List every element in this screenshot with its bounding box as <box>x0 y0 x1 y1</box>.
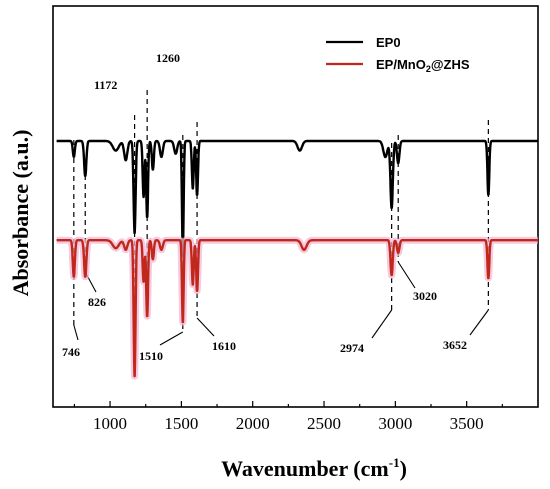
x-tick-label: 3000 <box>378 414 412 433</box>
legend-label-composite-main: EP/MnO <box>376 57 426 72</box>
anno-826: 826 <box>88 295 106 309</box>
anno-3020: 3020 <box>413 289 437 303</box>
x-axis: 1000 1500 2000 2500 3000 3500 <box>73 401 503 433</box>
pointer-2974 <box>371 309 393 339</box>
x-axis-title-sup: -1 <box>389 455 400 470</box>
x-tick-label: 1500 <box>164 414 198 433</box>
anno-1510: 1510 <box>139 349 163 363</box>
plot-frame <box>52 5 539 408</box>
legend: EP0 EP/MnO2@ZHS <box>326 35 470 74</box>
x-tick-label: 2000 <box>236 414 270 433</box>
anno-746: 746 <box>62 345 80 359</box>
pointer-1610 <box>196 317 215 337</box>
series-halo-ep-mno2-zhs <box>53 236 542 380</box>
x-tick-label: 2500 <box>307 414 341 433</box>
pointer-746 <box>73 324 79 341</box>
x-axis-title: Wavenumber (cm-1) <box>221 455 407 481</box>
legend-label-composite: EP/MnO2@ZHS <box>376 57 470 74</box>
pointer-3020 <box>397 261 416 289</box>
anno-2974: 2974 <box>340 341 364 355</box>
legend-label-ep0: EP0 <box>376 35 401 50</box>
anno-1260: 1260 <box>156 51 180 65</box>
anno-1610: 1610 <box>212 339 236 353</box>
pointer-3652 <box>469 309 489 336</box>
x-axis-title-close: ) <box>400 456 407 481</box>
anno-3652: 3652 <box>443 338 467 352</box>
legend-label-composite-tail: @ZHS <box>431 57 470 72</box>
series-line-ep-mno2-zhs <box>55 239 539 378</box>
x-tick-label: 3500 <box>450 414 484 433</box>
peak-annotations: 746 826 1172 1260 1510 1610 2974 3020 36… <box>62 51 467 363</box>
anno-1172: 1172 <box>94 78 117 92</box>
y-axis-title: Absorbance (a.u.) <box>8 130 33 297</box>
legend-label-composite-sub: 2 <box>426 64 431 74</box>
pointer-1510 <box>159 331 184 346</box>
x-tick-label: 1000 <box>93 414 127 433</box>
x-axis-title-main: Wavenumber (cm <box>221 456 389 481</box>
spectra <box>53 139 542 380</box>
series-line-ep0 <box>55 139 539 256</box>
